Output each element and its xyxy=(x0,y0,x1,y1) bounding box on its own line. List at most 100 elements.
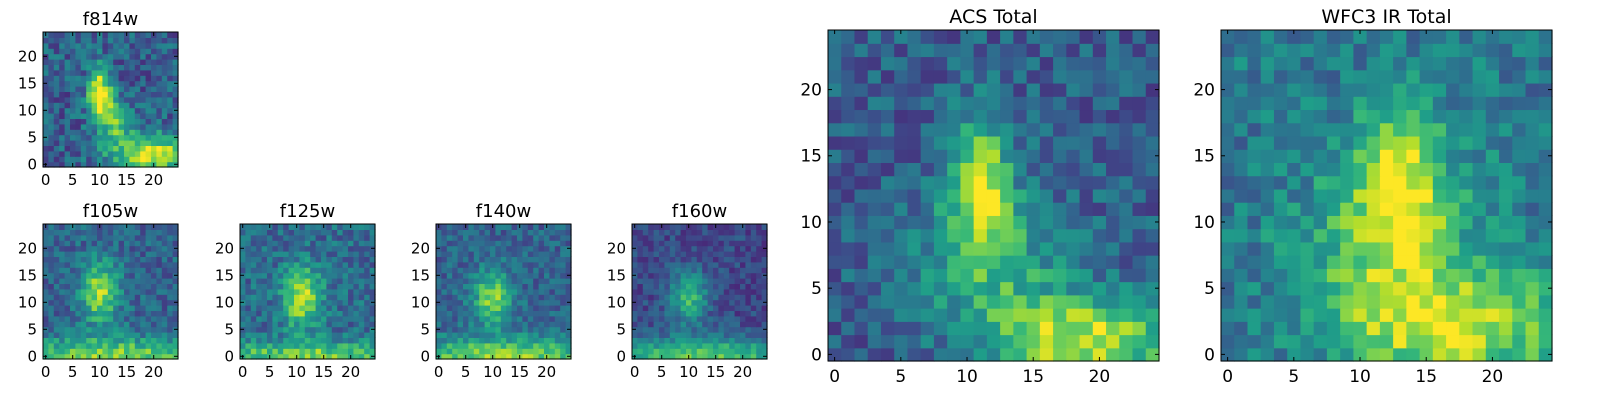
heatmap-cell xyxy=(97,245,103,252)
heatmap-cell xyxy=(151,278,157,284)
heatmap-cell xyxy=(48,283,55,290)
heatmap-cell xyxy=(342,224,349,230)
heatmap-cell xyxy=(140,150,147,157)
heatmap-cell xyxy=(1353,294,1368,309)
heatmap-cell xyxy=(64,75,71,82)
heatmap-cell xyxy=(1287,82,1302,97)
heatmap-cell xyxy=(70,294,76,301)
heatmap-cell xyxy=(1066,321,1081,336)
heatmap-cell xyxy=(140,123,147,130)
heatmap-cell xyxy=(463,256,469,263)
heatmap-cell xyxy=(1379,43,1394,58)
heatmap-cell xyxy=(53,299,60,306)
heatmap-cell xyxy=(1432,69,1447,84)
heatmap-cell xyxy=(288,224,295,230)
heatmap-cell xyxy=(686,348,692,355)
heatmap-cell xyxy=(740,332,746,338)
heatmap-cell xyxy=(1485,175,1500,190)
heatmap-cell xyxy=(172,102,179,109)
heatmap-cell xyxy=(358,332,365,338)
heatmap-cell xyxy=(315,283,322,290)
heatmap-cell xyxy=(1353,43,1368,58)
heatmap-cell xyxy=(113,161,120,168)
heatmap-cell xyxy=(533,229,540,236)
heatmap-cell xyxy=(272,224,279,230)
heatmap-cell xyxy=(723,251,730,257)
heatmap-cell xyxy=(1419,294,1434,309)
heatmap-cell xyxy=(156,161,163,168)
heatmap-cell xyxy=(947,82,961,97)
heatmap-cell xyxy=(675,267,682,274)
heatmap-cell xyxy=(544,283,550,290)
heatmap-cell xyxy=(70,118,76,125)
heatmap-cell xyxy=(129,140,136,146)
heatmap-cell xyxy=(353,256,360,263)
heatmap-cell xyxy=(167,42,174,49)
heatmap-cell xyxy=(283,353,290,360)
heatmap-cell xyxy=(326,310,333,317)
heatmap-cell xyxy=(648,294,655,301)
heatmap-cell xyxy=(468,315,475,322)
heatmap-cell xyxy=(484,305,491,311)
heatmap-cell xyxy=(960,122,975,137)
heatmap-cell xyxy=(261,272,268,279)
heatmap-cell xyxy=(151,53,157,60)
heatmap-cell xyxy=(1499,347,1513,362)
heatmap-cell xyxy=(723,272,730,279)
heatmap-cell xyxy=(97,150,103,157)
heatmap-cell xyxy=(1079,69,1094,84)
heatmap-cell xyxy=(288,240,295,247)
heatmap-cell xyxy=(124,91,130,98)
heatmap-cell xyxy=(53,113,60,119)
heatmap-cell xyxy=(86,42,93,49)
heatmap-cell xyxy=(680,305,687,311)
heatmap-cell xyxy=(664,283,671,290)
heatmap-cell xyxy=(140,348,147,355)
heatmap-cell xyxy=(544,261,550,268)
heatmap-cell xyxy=(920,334,935,349)
heatmap-cell xyxy=(549,337,556,344)
heatmap-cell xyxy=(70,42,76,49)
heatmap-cell xyxy=(97,283,103,290)
heatmap-cell xyxy=(86,240,93,247)
heatmap-cell xyxy=(973,334,988,349)
heatmap-cell xyxy=(1366,96,1381,111)
heatmap-cell xyxy=(129,123,136,130)
heatmap-cell xyxy=(70,240,76,247)
heatmap-cell xyxy=(1313,162,1328,177)
heatmap-cell xyxy=(43,48,49,55)
heatmap-cell xyxy=(53,37,60,44)
heatmap-cell xyxy=(1406,215,1421,230)
heatmap-cell xyxy=(538,305,545,311)
heatmap-cell xyxy=(544,288,550,295)
heatmap-cell xyxy=(1132,228,1147,243)
heatmap-cell xyxy=(156,305,163,311)
heatmap-cell xyxy=(369,240,376,247)
heatmap-cell xyxy=(261,299,268,306)
heatmap-cell xyxy=(648,353,655,360)
heatmap-cell xyxy=(140,229,147,236)
heatmap-cell xyxy=(53,80,60,87)
heatmap-cell xyxy=(750,272,757,279)
heatmap-cell xyxy=(960,56,975,71)
heatmap-cell xyxy=(549,348,556,355)
heatmap-cell xyxy=(669,305,676,311)
heatmap-cell xyxy=(560,342,567,349)
heatmap-cell xyxy=(1260,175,1275,190)
heatmap-cell xyxy=(632,315,638,322)
heatmap-cell xyxy=(64,332,71,338)
heatmap-cell xyxy=(1379,202,1394,216)
heatmap-cell xyxy=(750,267,757,274)
heatmap-cell xyxy=(1353,268,1368,283)
heatmap-cell xyxy=(522,267,529,274)
heatmap-cell xyxy=(653,321,660,328)
heatmap-cell xyxy=(118,86,125,92)
heatmap-cell xyxy=(129,305,136,311)
heatmap-cell xyxy=(1013,149,1028,163)
heatmap-cell xyxy=(691,283,698,290)
heatmap-cell xyxy=(544,342,550,349)
heatmap-cell xyxy=(841,43,856,58)
heatmap-cell xyxy=(1419,215,1434,230)
heatmap-cell xyxy=(664,234,671,241)
heatmap-cell xyxy=(691,348,698,355)
